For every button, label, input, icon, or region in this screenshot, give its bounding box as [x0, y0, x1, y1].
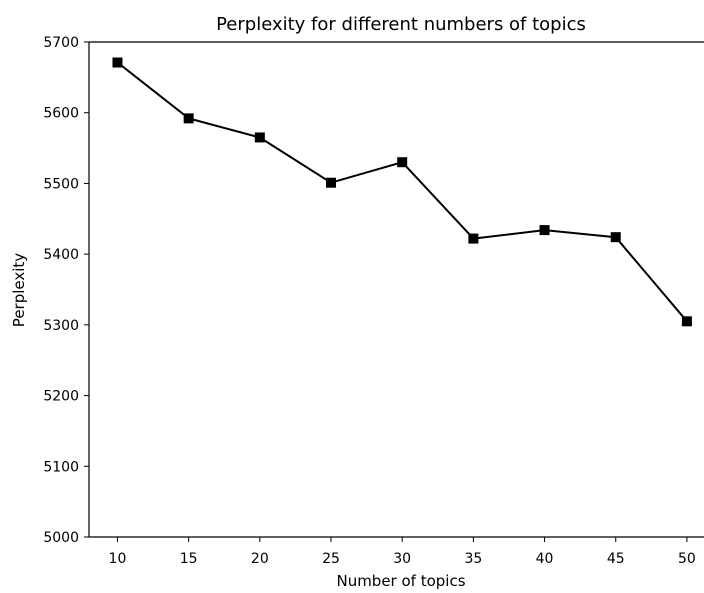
data-point-marker: [112, 57, 123, 68]
y-tick-label: 5600: [43, 106, 79, 122]
x-tick-label: 40: [536, 551, 554, 567]
x-tick-label: 10: [109, 551, 127, 567]
y-tick-label: 5400: [43, 247, 79, 263]
y-tick-label: 5000: [43, 530, 79, 546]
chart-title: Perplexity for different numbers of topi…: [216, 14, 586, 35]
series-layer: [112, 57, 692, 327]
y-tick-label: 5300: [43, 318, 79, 334]
data-point-marker: [681, 316, 692, 327]
y-tick-label: 5100: [43, 459, 79, 475]
data-point-marker: [326, 177, 337, 188]
data-point-marker: [539, 225, 550, 236]
x-tick-label: 30: [393, 551, 411, 567]
plot-frame: [88, 41, 704, 538]
x-tick-label: 35: [464, 551, 482, 567]
x-tick-label: 45: [607, 551, 625, 567]
data-point-marker: [610, 232, 621, 243]
x-tick-label: 20: [251, 551, 269, 567]
data-point-marker: [397, 157, 408, 168]
x-tick-label: 25: [322, 551, 340, 567]
data-point-marker: [468, 233, 479, 244]
y-axis-ticks: 5000 5100 5200 5300 5400 5500 5600 5700: [43, 35, 89, 546]
x-axis-ticks: 10 15 20 25 30 35 40 45 50: [109, 537, 696, 567]
y-tick-label: 5200: [43, 389, 79, 405]
y-tick-label: 5700: [43, 35, 79, 51]
x-axis-label: Number of topics: [336, 572, 465, 589]
x-tick-label: 50: [678, 551, 696, 567]
data-point-marker: [254, 132, 265, 143]
data-point-marker: [183, 113, 194, 124]
y-axis-label: Perplexity: [10, 253, 28, 327]
x-tick-label: 15: [180, 551, 198, 567]
y-tick-label: 5500: [43, 176, 79, 192]
series-line: [116, 61, 688, 322]
